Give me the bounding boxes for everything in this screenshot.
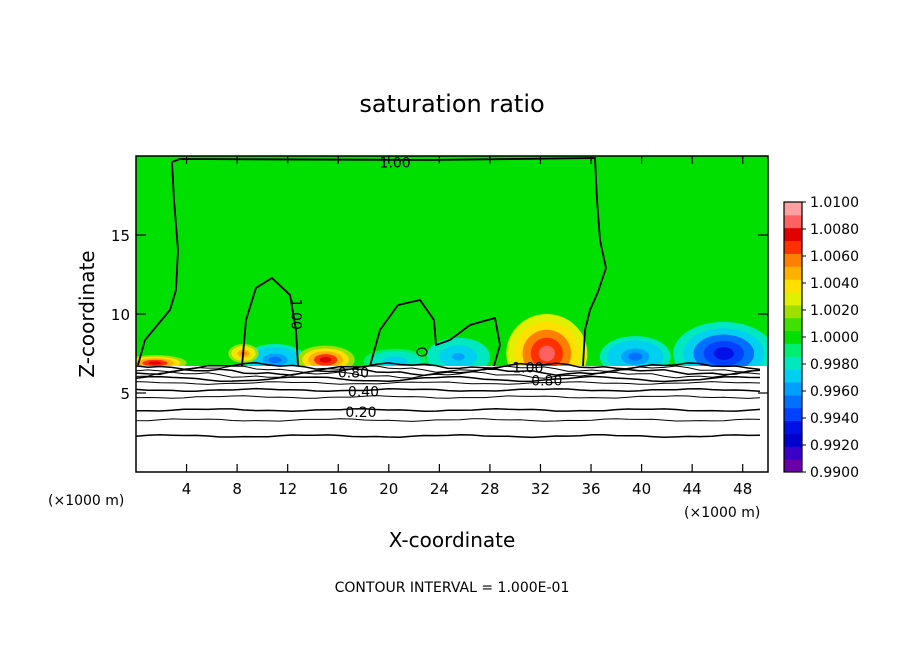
colorbar-swatch-13 [784, 292, 802, 306]
colorbar-swatch-7 [784, 369, 802, 383]
contour-lines [136, 157, 761, 439]
colorbar-swatch-18 [784, 227, 802, 242]
subsat-lobe-1-band-4 [268, 356, 282, 363]
y-tick-label-1: 10 [111, 306, 130, 324]
contour-interval-note: CONTOUR INTERVAL = 1.000E-01 [335, 580, 570, 596]
x-tick-label-9: 40 [632, 480, 651, 498]
x-tick-label-1: 8 [232, 480, 242, 498]
colorbar-swatch-19 [784, 214, 802, 229]
colorbar-label-3: 1.0040 [810, 276, 859, 292]
colorbar-swatch-10 [784, 330, 802, 344]
colorbar-swatch-11 [784, 317, 802, 332]
colorbar-label-8: 0.9940 [810, 411, 859, 427]
colorbar-swatch-3 [784, 420, 802, 434]
y-axis-label: Z-coordinate [75, 250, 99, 377]
contour-one-inner-a [241, 276, 299, 367]
colorbar-swatch-20 [784, 202, 802, 216]
contour-line-7 [136, 395, 761, 399]
x-tick-label-6: 28 [480, 480, 499, 498]
x-tick-label-2: 12 [278, 480, 297, 498]
contour-line-1 [136, 365, 761, 373]
contour-line-3 [136, 371, 761, 379]
contour-line-4 [136, 375, 761, 383]
y-tick-label-0: 5 [120, 385, 130, 403]
subsat-lobe-2-band-4 [452, 352, 465, 361]
colorbar-label-5: 1.0000 [810, 330, 859, 346]
colorbar-swatch-5 [784, 394, 802, 409]
subsat-lobe-4-band-4 [388, 358, 402, 364]
colorbar-swatch-2 [784, 433, 802, 447]
colorbar-label-9: 0.9920 [810, 438, 859, 454]
colorbar-label-2: 1.0060 [810, 249, 859, 265]
colorbar-swatch-8 [784, 356, 802, 370]
contour-line-9 [136, 418, 761, 422]
plot-area [136, 156, 768, 472]
colorbar-swatch-6 [784, 382, 802, 396]
x-tick-label-3: 16 [329, 480, 348, 498]
colorbar-swatch-1 [784, 446, 802, 460]
colorbar-swatch-9 [784, 343, 802, 357]
x-tick-label-8: 36 [581, 480, 600, 498]
supersat-lobe-2-band-4 [538, 345, 555, 362]
contour-line-5 [136, 381, 761, 385]
colorbar-label-1: 1.0080 [810, 222, 859, 238]
contour-label-2: 1.00 [512, 361, 543, 377]
x-tick-label-5: 24 [430, 480, 449, 498]
colorbar-label-10: 0.9900 [810, 465, 859, 481]
contour-labels: 1.001.001.000.80 0.800.400.20 [287, 155, 562, 421]
contour-line-0 [136, 361, 761, 371]
colorbar-swatch-12 [784, 304, 802, 319]
colorbar-swatch-15 [784, 266, 802, 280]
colorbar-label-6: 0.9980 [810, 357, 859, 373]
subsat-lobe-3-band-4 [628, 352, 643, 361]
contour-line-2 [136, 368, 761, 377]
x-axis: 4 8 12 16 20 24 28 32 36 40 44 48 [182, 156, 752, 498]
contour-label-4: 0.80 [531, 373, 562, 389]
contour-label-0: 1.00 [380, 155, 411, 171]
x-unit-right: (×1000 m) [684, 505, 760, 521]
chart-title: saturation ratio [359, 90, 544, 118]
subsat-lobe-0-band-4 [713, 347, 734, 360]
colorbar-swatch-16 [784, 253, 802, 267]
x-unit-left: (×1000 m) [48, 493, 124, 509]
contour-line-8 [136, 407, 761, 413]
supersat-lobe-0-band-4 [148, 361, 162, 365]
contour-label-3: 0.80 [338, 365, 369, 381]
contour-one-small-loop [416, 347, 428, 357]
x-tick-label-4: 20 [379, 480, 398, 498]
x-tick-label-10: 44 [683, 480, 702, 498]
supersat-lobe-1-band-4 [319, 356, 332, 363]
contour-line-6 [136, 387, 761, 393]
contour-label-1: 1.00 [287, 299, 303, 330]
x-tick-label-7: 32 [531, 480, 550, 498]
colorbar-swatch-0 [784, 459, 802, 473]
contour-one-envelope [137, 157, 607, 367]
colorbar-swatch-17 [784, 240, 802, 254]
colorbar: 1.0100 1.0080 1.0060 1.0040 1.0020 1.0000 0.99… [783, 195, 859, 481]
y-axis: 5 10 15 [111, 227, 768, 403]
x-axis-label: X-coordinate [389, 528, 516, 552]
contour-one-inner-b [369, 298, 501, 367]
x-tick-label-0: 4 [182, 480, 192, 498]
colorbar-label-0: 1.0100 [810, 195, 859, 211]
contour-label-5: 0.40 [348, 384, 379, 400]
contour-label-6: 0.20 [345, 405, 376, 421]
colorbar-swatch-14 [784, 279, 802, 293]
x-tick-label-11: 48 [733, 480, 752, 498]
y-tick-label-2: 15 [111, 227, 130, 245]
colorbar-swatch-4 [784, 407, 802, 422]
contour-line-10 [136, 433, 761, 439]
colorbar-label-7: 0.9960 [810, 384, 859, 400]
colorbar-label-4: 1.0020 [810, 303, 859, 319]
